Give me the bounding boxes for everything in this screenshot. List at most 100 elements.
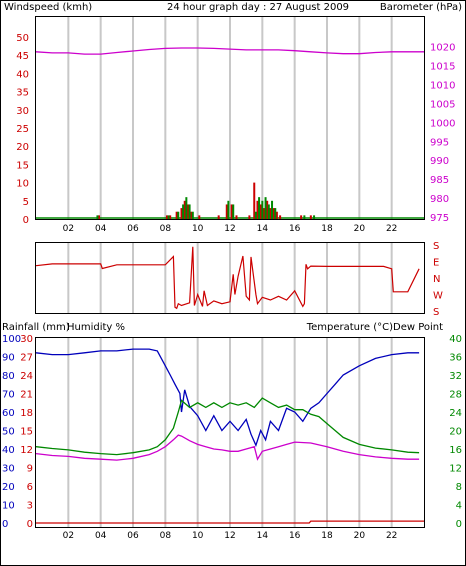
temp-x-tick: 18 (321, 531, 333, 541)
barometer-series-line (35, 47, 424, 55)
windspeed-bar (266, 200, 269, 219)
windspeed-bar (279, 215, 282, 219)
temperature-axis-label: Temperature (°C) (306, 322, 393, 333)
rainfall-series-line (36, 520, 424, 524)
windspeed-tick: 0 (23, 215, 29, 226)
rainfall-tick: 21 (20, 390, 33, 401)
barometer-axis-label: Barometer (hPa) (380, 2, 462, 13)
temperature-tick: 0 (456, 519, 462, 530)
windgust-bar (182, 204, 185, 219)
humidity-tick: 40 (2, 445, 15, 456)
windgust-bar (232, 204, 235, 219)
barometer-tick: 1015 (430, 61, 455, 72)
wind-x-tick: 02 (63, 224, 74, 234)
windspeed-tick: 5 (23, 197, 29, 208)
wind-time-tick-labels: 02 04 06 08 10 12 14 16 18 20 22 (63, 224, 398, 234)
rainfall-tick: 6 (27, 482, 33, 493)
temp-humidity-lines (35, 348, 424, 524)
windspeed-bar (165, 215, 168, 219)
humidity-series-line (35, 348, 420, 448)
temp-humidity-grid (67, 338, 393, 527)
temp-x-tick: 02 (63, 531, 74, 541)
windspeed-bar (169, 215, 172, 219)
wind-x-tick: 14 (257, 224, 269, 234)
windspeed-tick: 15 (16, 160, 29, 171)
wind-x-tick: 10 (192, 224, 204, 234)
temp-x-tick: 14 (257, 531, 269, 541)
windgust-bar (267, 204, 270, 219)
humidity-tick: 30 (2, 464, 15, 475)
wind-x-tick: 12 (224, 224, 235, 234)
barometer-tick: 1020 (430, 42, 455, 53)
wind-x-tick: 08 (160, 224, 172, 234)
direction-tick: N (433, 274, 440, 285)
windgust-bar (271, 200, 274, 219)
humidity-tick: 0 (2, 519, 8, 530)
temperature-tick: 40 (449, 334, 462, 345)
barometer-tick: 1010 (430, 80, 455, 91)
windspeed-bar (259, 204, 262, 219)
humidity-tick: 80 (2, 371, 15, 382)
temperature-tick: 20 (449, 427, 462, 438)
windspeed-bar (198, 215, 201, 219)
windspeed-bar (225, 204, 228, 219)
temperature-tick: 4 (456, 501, 462, 512)
windgust-bar (185, 197, 188, 219)
direction-tick: E (433, 258, 439, 269)
humidity-tick: 60 (2, 408, 15, 419)
temperature-tick: 24 (449, 408, 462, 419)
direction-tick: S (433, 307, 439, 318)
windspeed-bar (300, 215, 303, 219)
wind-x-tick: 22 (386, 224, 397, 234)
windspeed-tick: 40 (16, 69, 29, 80)
windspeed-bar (248, 215, 251, 219)
barometer-tick: 975 (430, 213, 449, 224)
wind-direction-grid (67, 243, 393, 313)
windspeed-bar (272, 208, 275, 219)
windgust-bar (191, 211, 194, 219)
windspeed-bar (256, 200, 259, 219)
windspeed-bar (262, 208, 265, 219)
dewpoint-series-line (35, 434, 420, 461)
windgust-bar (254, 211, 257, 219)
chart-title: 24 hour graph day : 27 August 2009 (167, 2, 349, 13)
windspeed-tick: 50 (16, 33, 29, 44)
barometer-line (35, 47, 424, 55)
direction-tick: W (433, 291, 443, 302)
windspeed-bar (183, 200, 186, 219)
windspeed-bar (269, 208, 272, 219)
rainfall-tick: 12 (20, 445, 33, 456)
windgust-bar (313, 215, 316, 219)
wind-x-tick: 06 (127, 224, 139, 234)
windgust-bar (227, 200, 230, 219)
barometer-tick: 985 (430, 175, 449, 186)
temperature-tick: 12 (449, 464, 462, 475)
wind-baro-grid (36, 17, 424, 219)
wind-direction-series-line (35, 246, 420, 310)
humidity-tick: 20 (2, 482, 15, 493)
temperature-tick: 36 (449, 353, 462, 364)
windspeed-bar (253, 182, 256, 219)
rainfall-tick: 30 (20, 334, 33, 345)
barometer-tick: 980 (430, 194, 449, 205)
temp-x-tick: 20 (354, 531, 366, 541)
temp-x-tick: 16 (289, 531, 301, 541)
rainfall-tick: 18 (20, 408, 33, 419)
windspeed-bar (186, 204, 189, 219)
rainfall-axis-label: Rainfall (mm) (2, 322, 70, 333)
windspeed-bar (98, 215, 101, 219)
temperature-tick: 32 (449, 371, 462, 382)
windspeed-tick: 20 (16, 142, 29, 153)
rainfall-tick: 15 (20, 427, 33, 438)
barometer-tick: 995 (430, 137, 449, 148)
rainfall-tick: 3 (27, 501, 33, 512)
temp-x-tick: 08 (160, 531, 172, 541)
rainfall-tick: 27 (20, 353, 33, 364)
temp-x-tick: 06 (127, 531, 139, 541)
windspeed-axis-label: Windspeed (kmh) (4, 2, 92, 13)
wind-direction-line (35, 246, 420, 310)
wind-x-tick: 16 (289, 224, 301, 234)
windspeed-bar (230, 204, 233, 219)
